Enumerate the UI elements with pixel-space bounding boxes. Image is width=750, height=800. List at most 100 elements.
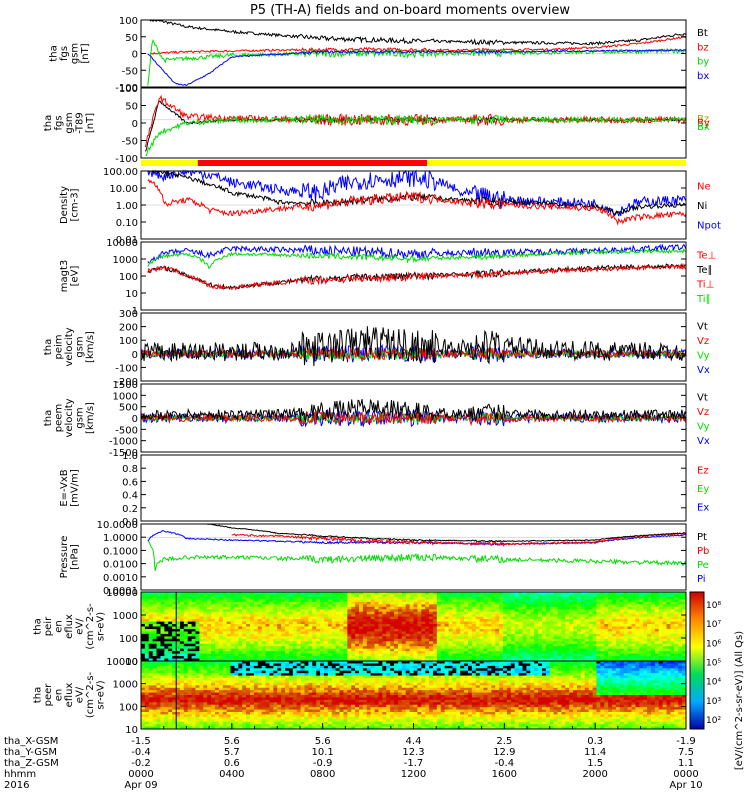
- y-tick-label: -100: [115, 363, 138, 374]
- colorbar-tick: 10⁴: [706, 678, 721, 688]
- y-axis-label: tha: [43, 410, 54, 426]
- y-tick-label: 10000: [106, 657, 138, 668]
- panel-frame: [140, 87, 687, 159]
- x-tick-label: -1.5: [131, 736, 151, 747]
- series-line-Te⊥: [147, 262, 687, 291]
- x-tick-label: Apr 09: [124, 780, 157, 791]
- x-tick-label: 1600: [492, 769, 517, 780]
- y-axis-label: peim: [54, 334, 65, 359]
- y-axis-label: velocity: [64, 327, 75, 366]
- x-tick-label: -1.7: [404, 758, 424, 769]
- legend-label: Te⊥: [696, 250, 716, 261]
- x-row-label: 2016: [4, 780, 29, 791]
- y-axis-label: peem: [54, 404, 65, 432]
- colorbar-tick: 10³: [706, 697, 721, 707]
- x-tick-label: 12.3: [402, 747, 424, 758]
- y-tick-label: 100: [119, 84, 138, 95]
- x-tick-label: 2.5: [496, 736, 512, 747]
- y-tick-label: 100: [119, 634, 138, 645]
- legend-label: Pe: [697, 560, 709, 571]
- y-tick-label: 0: [132, 350, 138, 361]
- y-axis-label: eflux: [64, 614, 75, 639]
- panel-frame: [140, 523, 687, 591]
- legend-label: Ey: [697, 484, 709, 495]
- x-tick-label: -0.4: [495, 758, 515, 769]
- x-tick-label: 0.6: [224, 758, 240, 769]
- legend-label: Te∥: [696, 265, 713, 276]
- panel-peir-en-eflux: 10000 1000 100 10 tha peir en eflux eV/(cm^2-s-s…: [33, 588, 687, 668]
- x-tick-label: 5.7: [224, 747, 240, 758]
- x-tick-label: 1.5: [587, 758, 603, 769]
- panel-peim-velocity: 300 200 100 0 -100 -200 tha peim velocity gsm [km/…: [43, 309, 710, 388]
- x-tick-label: 0800: [310, 769, 335, 780]
- y-tick-label: 1: [132, 306, 138, 317]
- x-tick-label: Apr 10: [669, 780, 702, 791]
- y-tick-label: 1500: [113, 380, 138, 391]
- y-axis-label: eV/: [75, 618, 86, 635]
- panel-frame: [140, 312, 687, 382]
- legend-label: by: [697, 57, 709, 68]
- y-tick-label: 0: [132, 119, 138, 130]
- y-tick-label: -100: [115, 83, 138, 94]
- y-axis-label: (cm^2-s-: [85, 671, 96, 718]
- legend-label: Ni: [697, 201, 707, 212]
- y-axis-label: eflux: [64, 683, 75, 708]
- figure-title: P5 (TH-A) fields and on-board moments ov…: [250, 3, 570, 18]
- legend-label: Pt: [697, 532, 707, 543]
- y-axis-label: fgs: [59, 46, 70, 61]
- x-tick-label: 2000: [582, 769, 607, 780]
- y-axis-label: en: [54, 620, 65, 633]
- spectrogram-cells: [141, 661, 687, 730]
- x-tick-label: 11.4: [584, 747, 606, 758]
- series-line-bx: [147, 49, 687, 86]
- y-axis-label: E=-VxB: [59, 469, 70, 506]
- x-row-label: hhmm: [4, 769, 36, 780]
- legend-label: Vy: [697, 421, 710, 432]
- y-axis-label: [nT]: [80, 43, 91, 63]
- y-tick-label: 1.0000: [103, 533, 138, 544]
- y-axis-label: [km/s]: [85, 331, 96, 363]
- y-axis-label: tha: [43, 115, 54, 131]
- y-tick-label: 1.00: [116, 201, 138, 212]
- y-tick-label: 0.8: [122, 464, 138, 475]
- y-tick-label: 0.0100: [103, 560, 138, 571]
- y-tick-label: 300: [119, 309, 138, 320]
- y-tick-label: -1500: [109, 448, 138, 459]
- y-tick-label: 50: [125, 33, 138, 44]
- legend-label: bz: [697, 42, 709, 53]
- y-tick-label: 0.0: [122, 517, 138, 528]
- y-tick-label: 10000: [106, 238, 138, 249]
- spectrogram-cells: [141, 592, 687, 662]
- y-tick-label: 0: [132, 414, 138, 425]
- x-tick-label: 0400: [219, 769, 244, 780]
- x-tick-label: -0.9: [313, 758, 333, 769]
- series-line-Ti∥: [147, 248, 687, 270]
- x-row-label: tha_Z-GSM: [4, 758, 59, 769]
- x-tick-label: -0.4: [131, 747, 151, 758]
- y-tick-label: 100: [119, 272, 138, 283]
- y-axis-label: gsm: [75, 407, 86, 428]
- series-line-Bt: [149, 19, 687, 47]
- y-tick-label: 10000: [106, 588, 138, 599]
- y-axis-label: Density: [59, 186, 70, 224]
- y-axis-label: [km/s]: [85, 402, 96, 434]
- colorbar-tick: 10⁵: [706, 659, 721, 669]
- x-tick-label: -1.9: [676, 736, 696, 747]
- x-axis: tha_X-GSM -1.5 5.6 5.6 4.4 2.5 0.3 -1.9 tha_Y-GS…: [4, 723, 703, 791]
- y-tick-label: 0.0010: [103, 573, 138, 584]
- legend-label: Npot: [697, 220, 721, 231]
- x-tick-label: 0000: [128, 769, 153, 780]
- y-tick-label: 1.0: [122, 451, 138, 462]
- colorbar-tick: 10⁶: [706, 639, 721, 649]
- y-tick-label: 100: [119, 702, 138, 713]
- series-line-Pi: [147, 530, 687, 546]
- y-tick-label: 0.01: [116, 235, 138, 246]
- x-tick-label: 4.4: [406, 736, 422, 747]
- y-axis-label: peer: [43, 683, 54, 707]
- y-tick-label: 200: [119, 323, 138, 334]
- y-axis-label: tha: [33, 618, 44, 634]
- y-tick-label: 50: [125, 102, 138, 113]
- y-tick-label: -200: [115, 377, 138, 388]
